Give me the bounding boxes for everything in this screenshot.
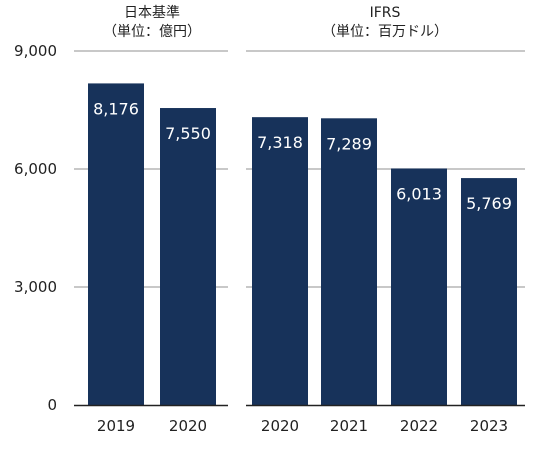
- x-tick-label: 2021: [330, 417, 368, 435]
- ifrs-header: IFRS （単位：百万ドル）: [290, 4, 480, 42]
- bar: [160, 108, 216, 406]
- jgaap-unit: （単位：億円）: [103, 24, 201, 40]
- bar: [391, 168, 447, 405]
- ifrs-title: IFRS: [369, 5, 401, 21]
- bar: [321, 118, 377, 406]
- data-label: 7,318: [257, 133, 303, 152]
- x-tick-label: 2020: [169, 417, 207, 435]
- data-label: 7,550: [165, 124, 211, 143]
- data-label: 8,176: [93, 99, 139, 118]
- y-tick-label: 3,000: [14, 278, 57, 296]
- bar: [88, 83, 144, 405]
- bar: [252, 117, 308, 406]
- data-label: 6,013: [396, 184, 442, 203]
- ifrs-unit: （単位：百万ドル）: [322, 24, 448, 40]
- jgaap-header: 日本基準 （単位：億円）: [82, 4, 222, 42]
- y-tick-label: 9,000: [14, 42, 57, 60]
- bar: [461, 178, 517, 405]
- jgaap-title: 日本基準: [124, 5, 180, 21]
- y-tick-label: 0: [47, 396, 57, 414]
- x-tick-label: 2019: [97, 417, 135, 435]
- y-tick-label: 6,000: [14, 160, 57, 178]
- data-label: 7,289: [326, 134, 372, 153]
- data-label: 5,769: [466, 194, 512, 213]
- x-tick-label: 2023: [470, 417, 508, 435]
- x-tick-label: 2020: [261, 417, 299, 435]
- x-tick-label: 2022: [400, 417, 438, 435]
